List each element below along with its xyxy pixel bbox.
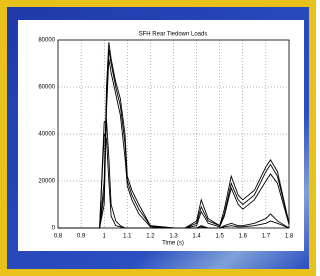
x-tick-label: 1.4 (192, 234, 201, 240)
y-tick-label: 80000 (38, 38, 55, 44)
x-tick-label: 0.8 (54, 234, 63, 240)
y-tick-label: 20000 (38, 179, 55, 185)
chart-title: SFH Rear Tiedown Loads (139, 32, 208, 38)
x-tick-label: 1.2 (146, 234, 155, 240)
x-tick-label: 1.3 (169, 234, 178, 240)
x-tick-label: 0.9 (77, 234, 86, 240)
page: {"chart_data": {"type": "line", "title":… (0, 0, 316, 276)
x-tick-label: 1.6 (239, 234, 248, 240)
x-tick-label: 1.1 (123, 234, 132, 240)
x-tick-label: 1.5 (216, 234, 225, 240)
chart-panel (18, 20, 304, 251)
y-tick-label: 60000 (38, 85, 55, 91)
chart: SFH Rear Tiedown Loads Time (s) 02000040… (0, 0, 316, 276)
x-axis-label: Time (s) (162, 241, 184, 247)
y-tick-label: 40000 (38, 132, 55, 138)
x-tick-label: 1.8 (285, 234, 294, 240)
x-tick-label: 1.7 (262, 234, 271, 240)
